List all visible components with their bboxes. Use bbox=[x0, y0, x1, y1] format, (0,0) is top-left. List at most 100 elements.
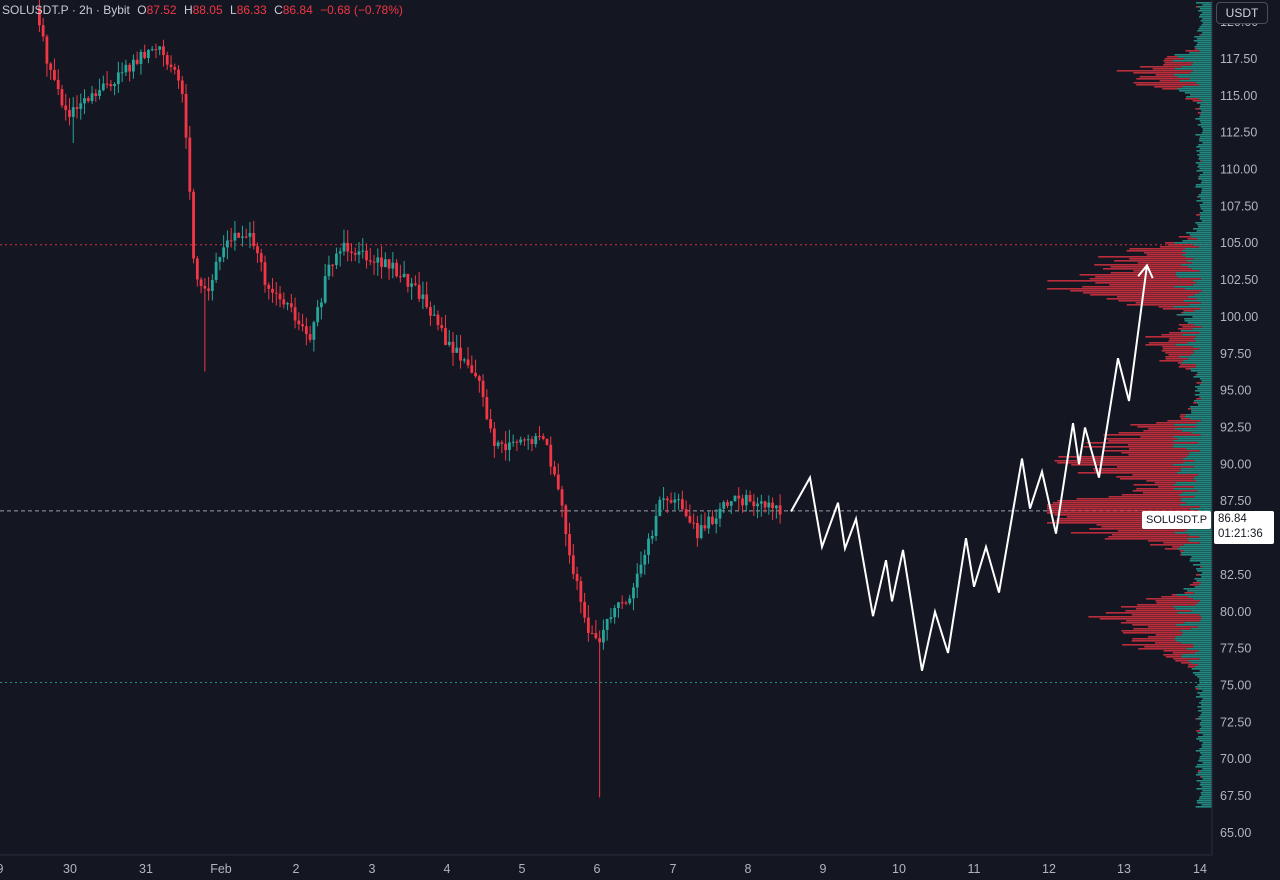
volume-bar-sell bbox=[1159, 80, 1180, 82]
volume-bar-buy bbox=[1199, 120, 1212, 122]
volume-bar-buy bbox=[1192, 328, 1212, 330]
candle-up bbox=[609, 617, 613, 619]
candle-down bbox=[86, 98, 90, 102]
candle-up bbox=[226, 240, 229, 248]
time-tick-label: 14 bbox=[1193, 862, 1207, 876]
volume-bar-sell bbox=[1199, 34, 1201, 36]
volume-bar-buy bbox=[1202, 18, 1212, 20]
time-axis[interactable]: 9 30 31 Feb 2 3 4 5 6 7 8 9 10 11 12 13 14 bbox=[0, 854, 1212, 876]
volume-bar-buy bbox=[1180, 630, 1212, 632]
candle-up bbox=[432, 314, 436, 316]
volume-bar-buy bbox=[1177, 612, 1212, 614]
candle-up bbox=[767, 502, 771, 508]
candle-up bbox=[316, 307, 320, 323]
volume-bar-sell bbox=[1133, 484, 1174, 486]
volume-bar-buy bbox=[1194, 652, 1212, 654]
candle-down bbox=[429, 307, 432, 316]
candle-down bbox=[289, 303, 293, 308]
volume-bar-buy bbox=[1199, 614, 1212, 616]
volume-bar-buy bbox=[1196, 102, 1212, 104]
volume-bar-buy bbox=[1187, 538, 1212, 540]
volume-bar-buy bbox=[1174, 242, 1212, 244]
price-tick-label: 92.50 bbox=[1220, 421, 1251, 435]
volume-bar-buy bbox=[1193, 376, 1212, 378]
volume-bar-sell bbox=[1155, 74, 1174, 76]
volume-bar-buy bbox=[1200, 192, 1212, 194]
currency-button[interactable]: USDT bbox=[1216, 2, 1268, 24]
candle-down bbox=[380, 257, 383, 267]
volume-bar-buy bbox=[1191, 556, 1212, 558]
candle-up bbox=[320, 302, 323, 308]
candle-down bbox=[169, 64, 173, 67]
volume-bar-sell bbox=[1168, 340, 1196, 342]
interval[interactable]: 2h bbox=[79, 3, 93, 17]
volume-bar-sell bbox=[1195, 108, 1200, 110]
symbol-price-tag: SOLUSDT.P bbox=[1142, 511, 1212, 529]
candle-down bbox=[481, 380, 485, 398]
candle-up bbox=[113, 84, 116, 87]
volume-bar-buy bbox=[1201, 220, 1212, 222]
volume-bar-sell bbox=[1135, 302, 1201, 304]
volume-bar-buy bbox=[1196, 568, 1212, 570]
volume-bar-buy bbox=[1197, 154, 1212, 156]
volume-bar-buy bbox=[1175, 344, 1212, 346]
volume-bar-buy bbox=[1197, 298, 1212, 300]
volume-bar-buy bbox=[1197, 372, 1212, 374]
candle-down bbox=[474, 372, 477, 377]
volume-bar-sell bbox=[1122, 632, 1183, 634]
volume-bar-buy bbox=[1195, 696, 1212, 698]
volume-bar-sell bbox=[1137, 604, 1196, 606]
candle-down bbox=[60, 89, 64, 106]
time-tick-label: Feb bbox=[210, 862, 232, 876]
last-price: 86.84 bbox=[1218, 513, 1247, 525]
volume-bar-buy bbox=[1197, 6, 1212, 8]
candle-up bbox=[124, 64, 128, 73]
volume-bar-buy bbox=[1202, 202, 1212, 204]
candle-down bbox=[154, 49, 158, 51]
volume-bar-buy bbox=[1197, 30, 1212, 32]
volume-bar-buy bbox=[1201, 616, 1212, 618]
volume-bar-buy bbox=[1197, 626, 1212, 628]
candle-up bbox=[643, 554, 647, 565]
volume-bar-buy bbox=[1199, 724, 1212, 726]
volume-bar-buy bbox=[1185, 256, 1212, 258]
volume-bar-sell bbox=[1047, 506, 1201, 508]
volume-bar-buy bbox=[1201, 290, 1212, 292]
time-tick-label: 6 bbox=[594, 862, 601, 876]
volume-bar-buy bbox=[1199, 542, 1212, 544]
volume-bar-buy bbox=[1200, 278, 1212, 280]
volume-bar-buy bbox=[1202, 22, 1212, 24]
candle-up bbox=[658, 499, 662, 517]
volume-bar-sell bbox=[1181, 312, 1184, 314]
open-value: 87.52 bbox=[146, 3, 177, 17]
volume-bar-sell bbox=[1172, 652, 1195, 654]
candle-up bbox=[361, 250, 365, 252]
volume-bar-buy bbox=[1202, 32, 1212, 34]
symbol-name[interactable]: SOLUSDT.P bbox=[2, 3, 69, 17]
candle-down bbox=[143, 51, 147, 58]
volume-bar-sell bbox=[1187, 408, 1192, 410]
candle-down bbox=[492, 428, 496, 446]
volume-bar-buy bbox=[1191, 64, 1212, 66]
volume-bar-buy bbox=[1197, 732, 1212, 734]
volume-bar-buy bbox=[1200, 104, 1212, 106]
volume-bar-buy bbox=[1200, 620, 1212, 622]
volume-bar-sell bbox=[1177, 362, 1182, 364]
volume-bar-buy bbox=[1190, 418, 1212, 420]
volume-bar-buy bbox=[1199, 26, 1212, 28]
candle-down bbox=[459, 347, 462, 361]
volume-bar-sell bbox=[1167, 56, 1178, 58]
volume-bar-buy bbox=[1202, 768, 1212, 770]
volume-bar-buy bbox=[1200, 34, 1212, 36]
volume-bar-buy bbox=[1199, 348, 1212, 350]
candle-down bbox=[177, 69, 180, 81]
projection-arrowhead bbox=[1137, 263, 1154, 279]
volume-bar-buy bbox=[1202, 130, 1212, 132]
volume-bar-buy bbox=[1182, 250, 1212, 252]
price-axis[interactable]: 65.00 67.50 70.00 72.50 75.00 77.50 80.00 82.50… bbox=[1211, 0, 1280, 880]
volume-bar-buy bbox=[1181, 634, 1212, 636]
volume-bar-buy bbox=[1181, 264, 1212, 266]
volume-bar-buy bbox=[1199, 332, 1212, 334]
volume-bar-buy bbox=[1175, 482, 1212, 484]
